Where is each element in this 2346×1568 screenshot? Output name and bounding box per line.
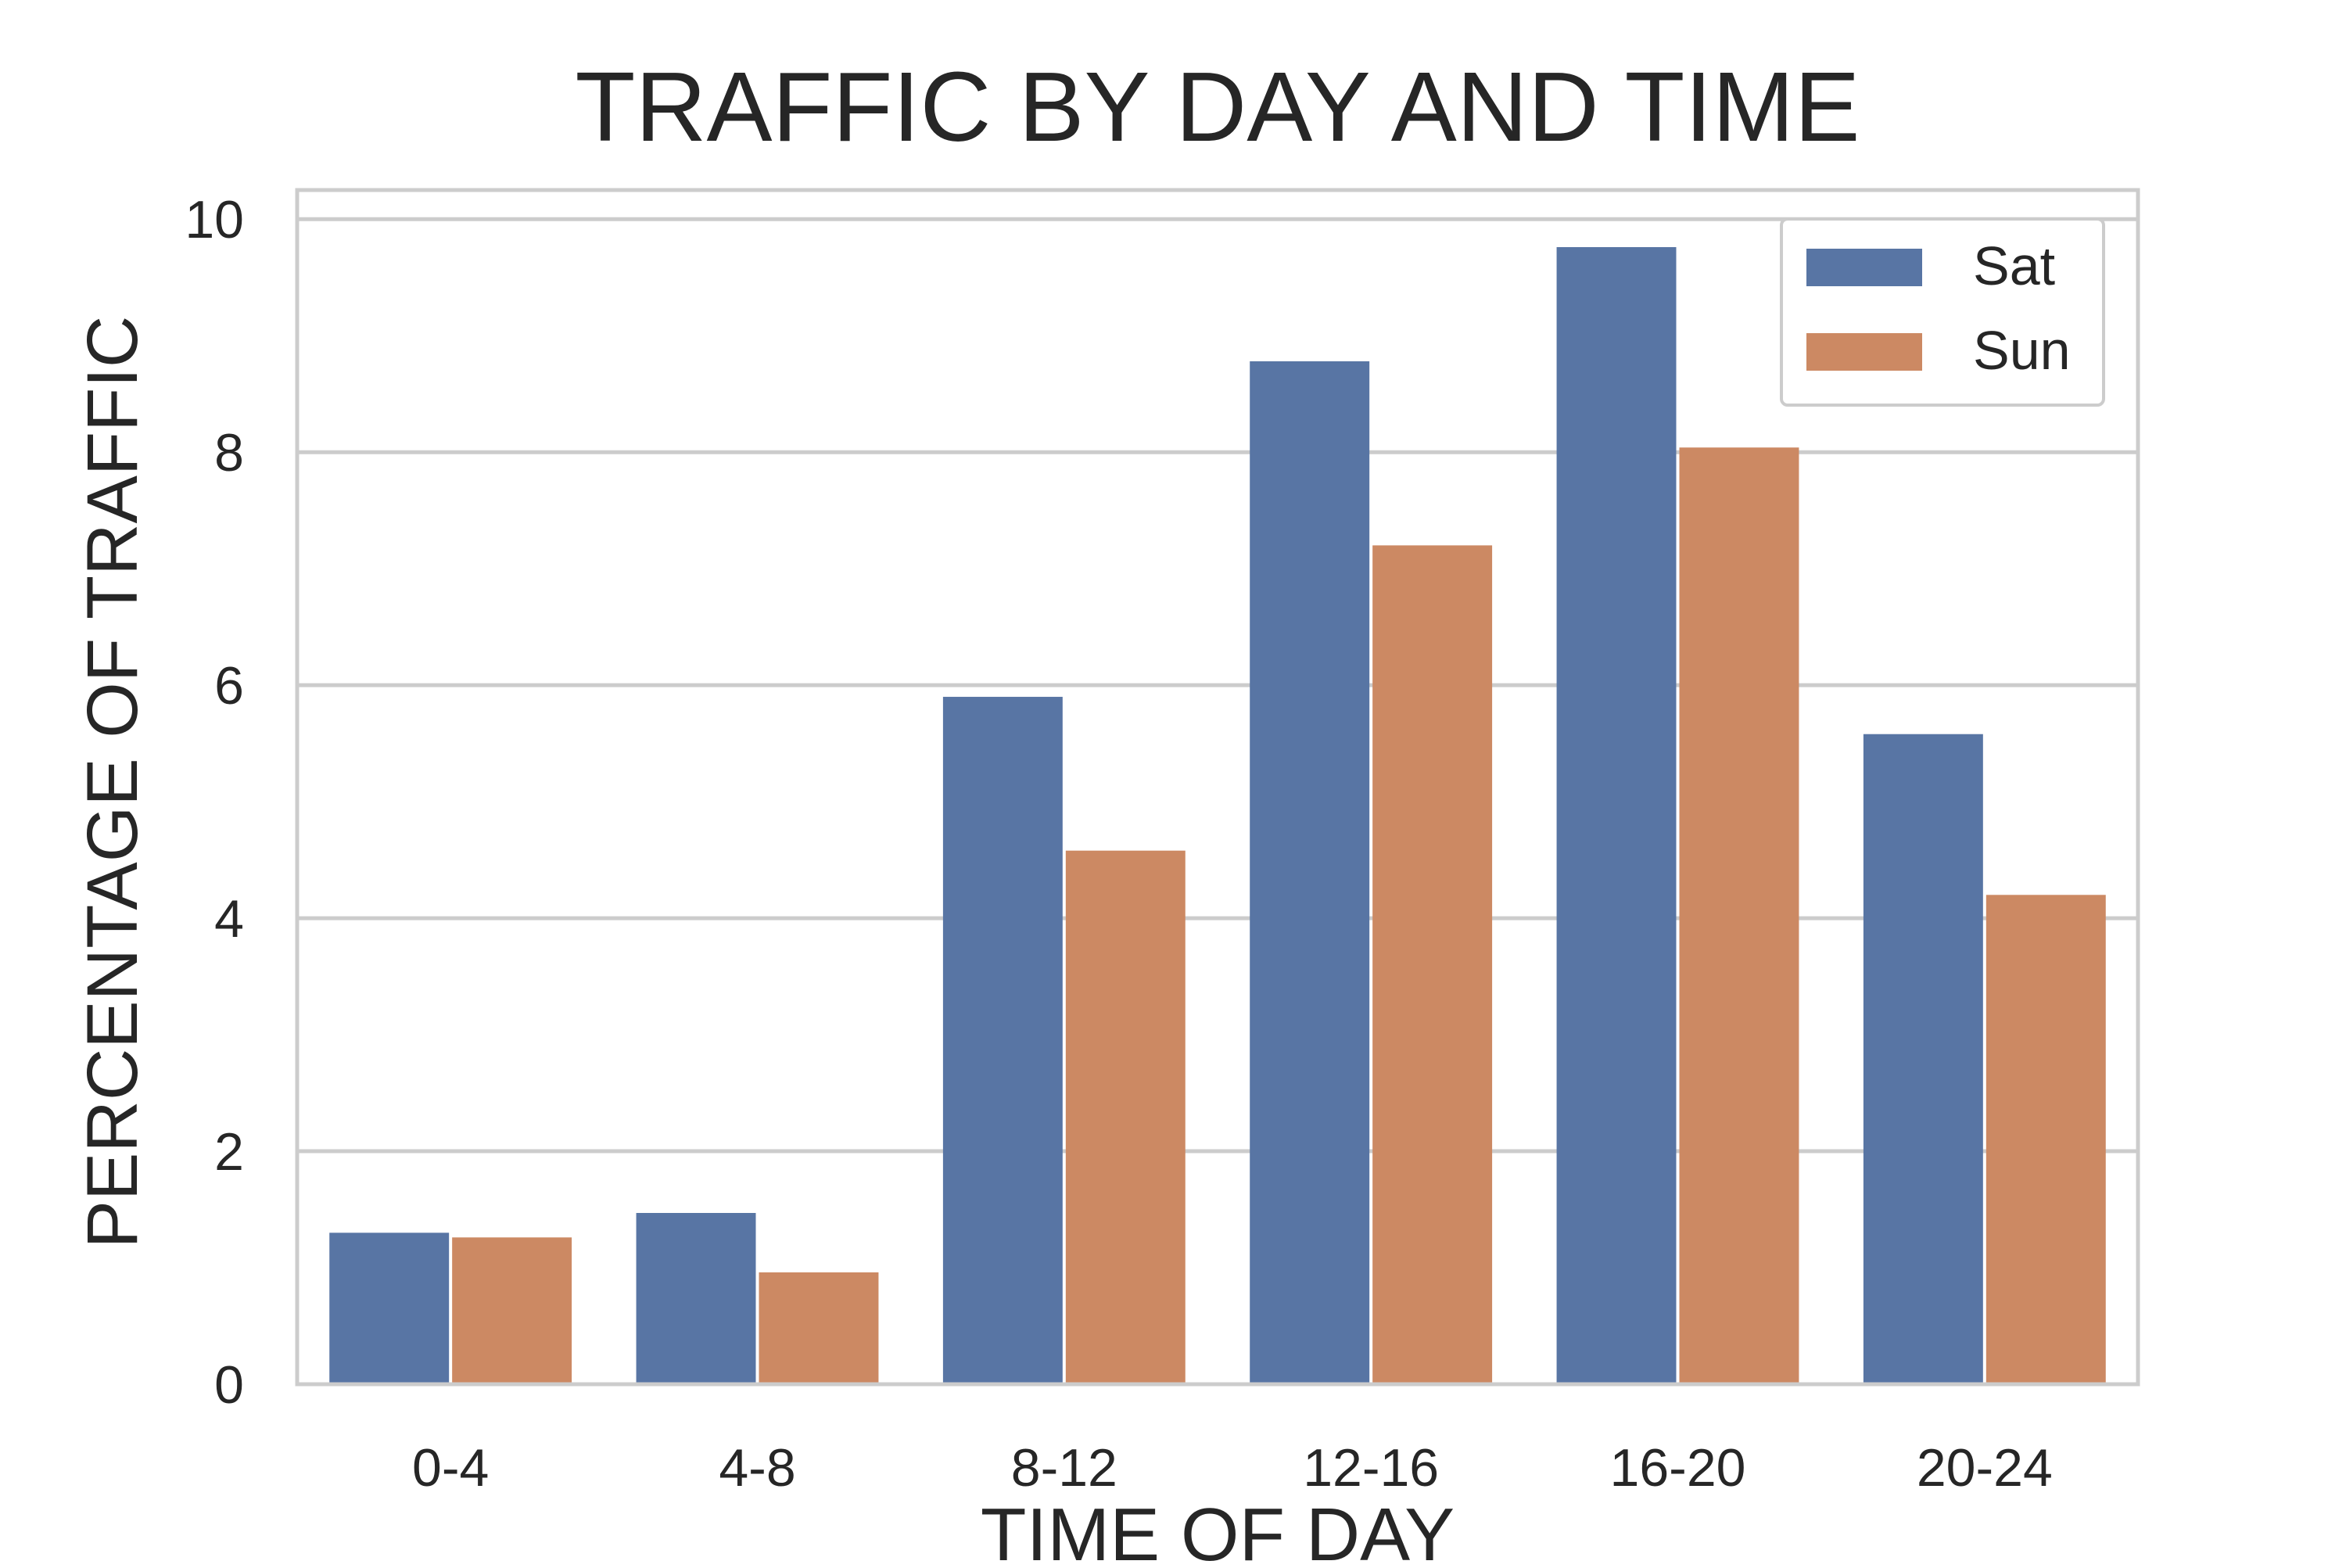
bar-sun-0-4 (452, 1237, 572, 1384)
x-tick-label: 12-16 (1303, 1438, 1439, 1498)
bar-sat-4-8 (636, 1213, 756, 1384)
bar-sat-12-16 (1250, 361, 1370, 1384)
legend-swatch-sun (1806, 333, 1922, 371)
plot-frame (295, 188, 2140, 1387)
x-tick-label: 8-12 (1011, 1438, 1117, 1498)
bars (329, 246, 2106, 1384)
x-tick-label: 4-8 (719, 1438, 795, 1498)
bar-sat-8-12 (942, 697, 1063, 1384)
bar-sat-0-4 (329, 1233, 450, 1384)
y-tick-label: 2 (214, 1122, 244, 1182)
bar-sun-16-20 (1679, 447, 1799, 1384)
bar-sun-8-12 (1065, 850, 1186, 1384)
x-tick-label: 0-4 (412, 1438, 489, 1498)
tick-labels: 0 2 4 6 8 10 0-4 4-8 8-12 12-16 16-20 20-24 (185, 190, 2052, 1498)
y-tick-label: 0 (214, 1355, 244, 1415)
y-axis-label: PERCENTAGE OF TRAFFIC (73, 316, 152, 1249)
x-tick-label: 16-20 (1610, 1438, 1746, 1498)
bar-sun-20-24 (1985, 895, 2106, 1384)
y-tick-label: 8 (214, 423, 244, 483)
bar-sun-12-16 (1372, 545, 1493, 1384)
chart-title: TRAFFIC BY DAY AND TIME (576, 52, 1860, 162)
x-tick-label: 20-24 (1917, 1438, 2053, 1498)
legend-label-sun: Sun (1973, 320, 2071, 381)
x-axis-label: TIME OF DAY (981, 1493, 1455, 1564)
y-tick-label: 4 (214, 889, 244, 949)
y-tick-label: 10 (185, 190, 244, 249)
legend: Sat Sun (1780, 217, 2105, 407)
bar-sun-4-8 (759, 1272, 879, 1384)
bar-sat-16-20 (1556, 246, 1677, 1384)
legend-swatch-sat (1806, 249, 1922, 286)
y-tick-label: 6 (214, 656, 244, 716)
legend-label-sat: Sat (1973, 235, 2055, 296)
bar-sat-20-24 (1863, 734, 1983, 1384)
